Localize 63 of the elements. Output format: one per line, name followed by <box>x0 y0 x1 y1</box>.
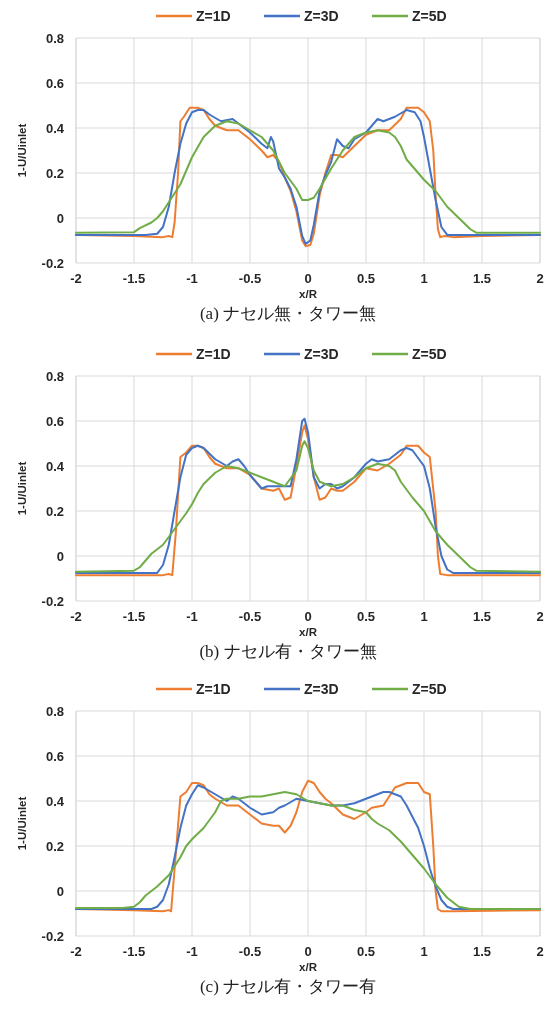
x-tick-label: 1 <box>420 609 428 624</box>
x-tick-label: -1 <box>186 271 198 286</box>
y-tick-label: 0.4 <box>45 458 65 474</box>
x-tick-label: 0.5 <box>356 944 376 959</box>
x-tick-label: -2 <box>70 944 82 959</box>
x-axis-title: x/R <box>299 626 318 638</box>
x-tick-label: 1.5 <box>472 271 492 286</box>
x-tick-label: -1.5 <box>122 271 146 286</box>
x-tick-label: 1.5 <box>472 944 492 959</box>
y-tick-label: -0.2 <box>41 928 64 944</box>
legend-label: Z=1D <box>196 681 231 697</box>
x-tick-label: 1.5 <box>472 609 492 624</box>
x-tick-label: 0 <box>304 271 312 286</box>
legend-label: Z=1D <box>196 346 231 362</box>
legend-label: Z=3D <box>304 681 339 697</box>
y-tick-label: 0 <box>56 210 64 226</box>
x-axis-title: x/R <box>299 961 318 973</box>
y-tick-label: 0.6 <box>45 748 64 764</box>
x-tick-label: 2 <box>536 609 544 624</box>
x-tick-label: -0.5 <box>238 271 262 286</box>
x-tick-label: -1.5 <box>122 944 146 959</box>
x-tick-label: 0.5 <box>356 609 376 624</box>
y-tick-label: 0.6 <box>45 75 64 91</box>
text: (c) ナセル有・タワー有 <box>199 977 377 996</box>
y-tick-label: 0.4 <box>45 793 65 809</box>
x-tick-label: -1.5 <box>122 609 146 624</box>
y-tick-label: 0.8 <box>45 368 64 384</box>
y-axis-title: 1-U/Uinlet <box>16 796 28 851</box>
x-tick-label: 0 <box>304 944 312 959</box>
legend-label: Z=5D <box>412 346 447 362</box>
legend-label: Z=1D <box>196 8 231 24</box>
text: (b) ナセル有・タワー無 <box>199 642 377 661</box>
y-tick-label: -0.2 <box>41 255 64 271</box>
y-tick-label: 0 <box>56 883 64 899</box>
y-tick-label: 0.8 <box>45 30 64 46</box>
legend-label: Z=3D <box>304 346 339 362</box>
x-tick-label: -0.5 <box>238 609 262 624</box>
x-tick-label: -1 <box>186 609 198 624</box>
y-tick-label: 0.2 <box>45 503 64 519</box>
x-tick-label: 2 <box>536 944 544 959</box>
y-tick-label: 0.4 <box>45 120 65 136</box>
x-tick-label: -2 <box>70 609 82 624</box>
x-tick-label: 0.5 <box>356 271 376 286</box>
x-tick-label: -2 <box>70 271 82 286</box>
x-tick-label: -0.5 <box>238 944 262 959</box>
legend-label: Z=3D <box>304 8 339 24</box>
y-tick-label: 0.2 <box>45 165 64 181</box>
y-axis-title: 1-U/Uinlet <box>16 461 28 516</box>
x-tick-label: 1 <box>420 271 428 286</box>
y-tick-label: 0.6 <box>45 413 64 429</box>
legend-label: Z=5D <box>412 681 447 697</box>
text: (a) ナセル無・タワー無 <box>199 304 377 323</box>
x-tick-label: 2 <box>536 271 544 286</box>
y-tick-label: -0.2 <box>41 593 64 609</box>
x-axis-title: x/R <box>299 288 318 300</box>
y-tick-label: 0.8 <box>45 703 64 719</box>
x-tick-label: 1 <box>420 944 428 959</box>
x-tick-label: -1 <box>186 944 198 959</box>
x-tick-label: 0 <box>304 609 312 624</box>
y-axis-title: 1-U/Uinlet <box>16 123 28 178</box>
y-tick-label: 0 <box>56 548 64 564</box>
y-tick-label: 0.2 <box>45 838 64 854</box>
legend-label: Z=5D <box>412 8 447 24</box>
